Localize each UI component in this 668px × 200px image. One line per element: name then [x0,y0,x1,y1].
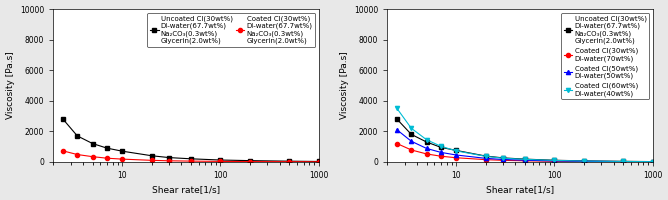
Coated Cl(50wt%) [649,161,657,163]
Uncoated Cl(30wt%) [59,118,67,120]
Coated Cl(30wt%) [315,161,323,163]
Coated Cl(50wt%) [407,140,415,142]
Coated Cl(50wt%) [393,129,401,131]
Coated Cl(30wt%) [148,159,156,162]
Coated Cl(30wt%) [88,155,96,158]
Coated Cl(30wt%) [246,160,254,163]
Line: Uncoated Cl(30wt%): Uncoated Cl(30wt%) [395,117,655,164]
Uncoated Cl(30wt%) [187,158,195,160]
Coated Cl(60wt%) [437,145,445,147]
Line: Coated Cl(50wt%): Coated Cl(50wt%) [395,128,655,164]
Uncoated Cl(30wt%) [452,149,460,152]
X-axis label: Shear rate[1/s]: Shear rate[1/s] [152,185,220,194]
Coated Cl(30wt%) [437,155,445,157]
Coated Cl(60wt%) [407,127,415,129]
Uncoated Cl(30wt%) [550,159,558,161]
Coated Cl(50wt%) [521,159,529,161]
Coated Cl(60wt%) [452,150,460,152]
Coated Cl(60wt%) [422,139,430,141]
Coated Cl(30wt%) [407,149,415,151]
Uncoated Cl(30wt%) [407,133,415,136]
Line: Uncoated Cl(30wt%): Uncoated Cl(30wt%) [61,117,321,164]
Uncoated Cl(30wt%) [315,160,323,163]
Coated Cl(50wt%) [499,158,507,161]
Coated Cl(60wt%) [521,158,529,161]
Coated Cl(50wt%) [482,157,490,160]
Uncoated Cl(30wt%) [165,156,173,159]
Legend: Uncoated Cl(30wt%)
DI-water(67.7wt%)
Na₂CO₃(0.3wt%)
Glycerin(2.0wt%), Coated Cl(: Uncoated Cl(30wt%) DI-water(67.7wt%) Na₂… [148,13,315,47]
Uncoated Cl(30wt%) [521,158,529,160]
Coated Cl(30wt%) [118,158,126,160]
Uncoated Cl(30wt%) [437,146,445,149]
Uncoated Cl(30wt%) [103,147,111,149]
Coated Cl(30wt%) [619,160,627,163]
Coated Cl(30wt%) [550,160,558,162]
Coated Cl(50wt%) [619,160,627,163]
Coated Cl(50wt%) [437,151,445,154]
Y-axis label: Viscosity [Pa.s]: Viscosity [Pa.s] [339,52,349,119]
Uncoated Cl(30wt%) [580,160,588,162]
Coated Cl(30wt%) [73,153,81,156]
Coated Cl(30wt%) [649,161,657,163]
Coated Cl(50wt%) [422,147,430,150]
Uncoated Cl(30wt%) [649,160,657,163]
Line: Coated Cl(30wt%): Coated Cl(30wt%) [395,141,655,164]
Coated Cl(50wt%) [580,160,588,163]
Coated Cl(30wt%) [393,142,401,145]
Coated Cl(30wt%) [59,150,67,152]
Coated Cl(30wt%) [187,160,195,162]
Uncoated Cl(30wt%) [482,155,490,157]
Coated Cl(30wt%) [285,161,293,163]
Uncoated Cl(30wt%) [499,157,507,159]
Coated Cl(60wt%) [499,157,507,159]
Coated Cl(60wt%) [482,155,490,158]
Coated Cl(30wt%) [580,160,588,163]
Coated Cl(60wt%) [550,159,558,162]
Line: Coated Cl(30wt%): Coated Cl(30wt%) [61,149,321,164]
Coated Cl(60wt%) [580,160,588,162]
Coated Cl(30wt%) [499,159,507,162]
Coated Cl(30wt%) [216,160,224,163]
Coated Cl(30wt%) [103,157,111,159]
Coated Cl(60wt%) [649,160,657,163]
Legend: Uncoated Cl(30wt%)
DI-water(67.7wt%)
Na₂CO₃(0.3wt%)
Glycerin(2.0wt%), Coated Cl(: Uncoated Cl(30wt%) DI-water(67.7wt%) Na₂… [561,13,649,99]
Uncoated Cl(30wt%) [148,155,156,157]
Line: Coated Cl(60wt%): Coated Cl(60wt%) [395,106,655,164]
Uncoated Cl(30wt%) [73,135,81,137]
X-axis label: Shear rate[1/s]: Shear rate[1/s] [486,185,554,194]
Uncoated Cl(30wt%) [393,118,401,120]
Uncoated Cl(30wt%) [88,142,96,145]
Uncoated Cl(30wt%) [619,160,627,163]
Coated Cl(30wt%) [422,153,430,155]
Coated Cl(60wt%) [619,160,627,163]
Coated Cl(30wt%) [521,160,529,162]
Uncoated Cl(30wt%) [246,159,254,162]
Coated Cl(30wt%) [165,160,173,162]
Y-axis label: Viscosity [Pa.s]: Viscosity [Pa.s] [5,52,15,119]
Coated Cl(50wt%) [452,154,460,156]
Coated Cl(30wt%) [452,157,460,159]
Uncoated Cl(30wt%) [422,141,430,143]
Coated Cl(60wt%) [393,107,401,110]
Uncoated Cl(30wt%) [216,159,224,161]
Coated Cl(30wt%) [482,158,490,161]
Coated Cl(50wt%) [550,160,558,162]
Uncoated Cl(30wt%) [285,160,293,162]
Uncoated Cl(30wt%) [118,150,126,152]
